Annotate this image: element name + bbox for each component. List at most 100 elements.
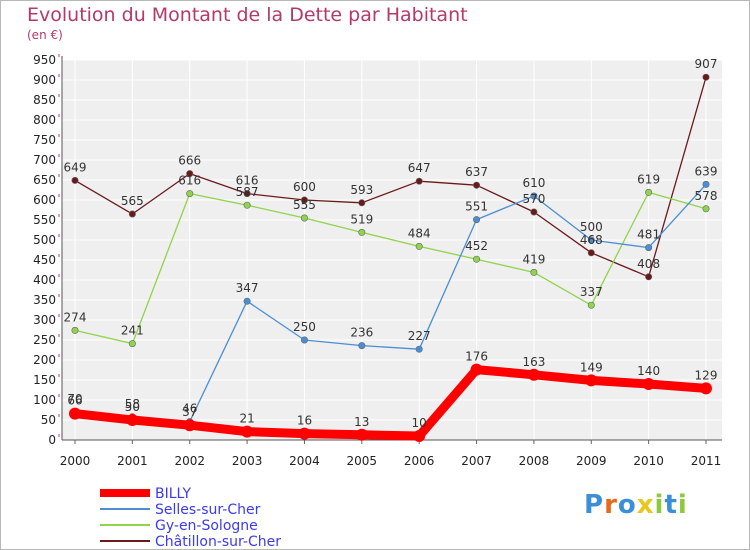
- chart-title: Evolution du Montant de la Dette par Hab…: [27, 4, 468, 26]
- data-point: [473, 255, 481, 263]
- data-label: 176: [465, 350, 488, 364]
- data-label: 616: [236, 174, 259, 188]
- data-label: 419: [522, 252, 545, 266]
- y-tick-label: 100: [33, 393, 56, 407]
- y-tick-label: 200: [33, 353, 56, 367]
- y-tick-label: 750: [33, 133, 56, 147]
- proxiti-logo: Proxiti: [584, 490, 688, 520]
- chart-unit: (en €): [27, 28, 63, 42]
- data-label: 452: [465, 239, 488, 253]
- y-tick-label: 500: [33, 233, 56, 247]
- data-label: 639: [695, 164, 718, 178]
- data-label: 519: [350, 212, 373, 226]
- data-point: [71, 326, 79, 334]
- y-tick-label: 0: [48, 433, 56, 447]
- y-tick-label: 300: [33, 313, 56, 327]
- data-label: 600: [293, 180, 316, 194]
- data-point: [128, 340, 136, 348]
- data-point: [587, 301, 595, 309]
- data-point: [702, 180, 710, 188]
- data-point: [355, 428, 368, 441]
- data-label: 593: [350, 183, 373, 197]
- data-point: [243, 201, 251, 209]
- data-point: [587, 249, 595, 257]
- data-point: [702, 205, 710, 213]
- x-tick-label: 2005: [347, 454, 378, 468]
- data-point: [413, 430, 426, 442]
- series-line-Gy-en-Sologne: [74, 191, 707, 345]
- y-tick-label: 550: [33, 213, 56, 227]
- logo-letter: i: [654, 490, 665, 520]
- data-point: [587, 236, 595, 244]
- data-point: [358, 228, 366, 236]
- data-label: 163: [522, 355, 545, 369]
- y-tick-label: 650: [33, 173, 56, 187]
- data-point: [530, 208, 538, 216]
- y-tick-label: 450: [33, 253, 56, 267]
- y-tick-label: 950: [33, 53, 56, 67]
- y-tick-label: 350: [33, 293, 56, 307]
- data-label: 46: [182, 402, 197, 416]
- x-tick-label: 2004: [289, 454, 320, 468]
- x-tick-label: 2009: [576, 454, 607, 468]
- data-label: 610: [522, 176, 545, 190]
- data-point: [470, 363, 483, 376]
- data-label: 37: [182, 405, 197, 419]
- x-tick-label: 2007: [461, 454, 492, 468]
- data-point: [702, 73, 710, 81]
- data-point: [126, 414, 139, 426]
- legend-label: Châtillon-sur-Cher: [155, 534, 281, 550]
- data-label: 570: [522, 192, 545, 206]
- data-point: [415, 177, 423, 185]
- data-point: [527, 368, 540, 381]
- data-point: [300, 214, 308, 222]
- y-tick-label: 850: [33, 93, 56, 107]
- data-label: 565: [121, 194, 144, 208]
- data-label: 647: [408, 161, 431, 175]
- data-label: 555: [293, 198, 316, 212]
- x-tick-label: 2010: [633, 454, 664, 468]
- data-label: 50: [125, 400, 140, 414]
- data-point: [358, 342, 366, 350]
- data-point: [358, 199, 366, 207]
- logo-letter: t: [664, 490, 678, 520]
- y-tick-label: 800: [33, 113, 56, 127]
- data-label: 666: [178, 154, 201, 168]
- y-tick-label: 250: [33, 333, 56, 347]
- data-point: [243, 190, 251, 198]
- data-point: [415, 242, 423, 250]
- data-label: 578: [695, 189, 718, 203]
- data-label: 616: [178, 174, 201, 188]
- data-point: [186, 170, 194, 178]
- data-label: 587: [236, 185, 259, 199]
- data-point: [71, 176, 79, 184]
- data-label: 140: [637, 364, 660, 378]
- data-label: 619: [637, 172, 660, 186]
- data-point: [415, 345, 423, 353]
- data-label: 66: [67, 394, 82, 408]
- y-tick-label: 600: [33, 193, 56, 207]
- data-point: [645, 244, 653, 252]
- x-tick-label: 2003: [232, 454, 263, 468]
- data-point: [186, 190, 194, 198]
- y-tick-label: 400: [33, 273, 56, 287]
- data-label: 481: [637, 228, 660, 242]
- data-point: [473, 181, 481, 189]
- x-tick-label: 2002: [174, 454, 205, 468]
- data-point: [473, 216, 481, 224]
- data-point: [183, 419, 196, 432]
- data-point: [645, 188, 653, 196]
- data-label: 250: [293, 320, 316, 334]
- data-label: 274: [64, 310, 87, 324]
- logo-letter: r: [604, 490, 618, 520]
- logo-letter: x: [636, 490, 655, 520]
- data-label: 347: [236, 281, 259, 295]
- x-tick-label: 2000: [60, 454, 91, 468]
- logo-letter: P: [584, 490, 605, 520]
- data-point: [300, 336, 308, 344]
- data-point: [243, 297, 251, 305]
- data-label: 551: [465, 200, 488, 214]
- y-tick-label: 50: [41, 413, 56, 427]
- data-label: 337: [580, 285, 603, 299]
